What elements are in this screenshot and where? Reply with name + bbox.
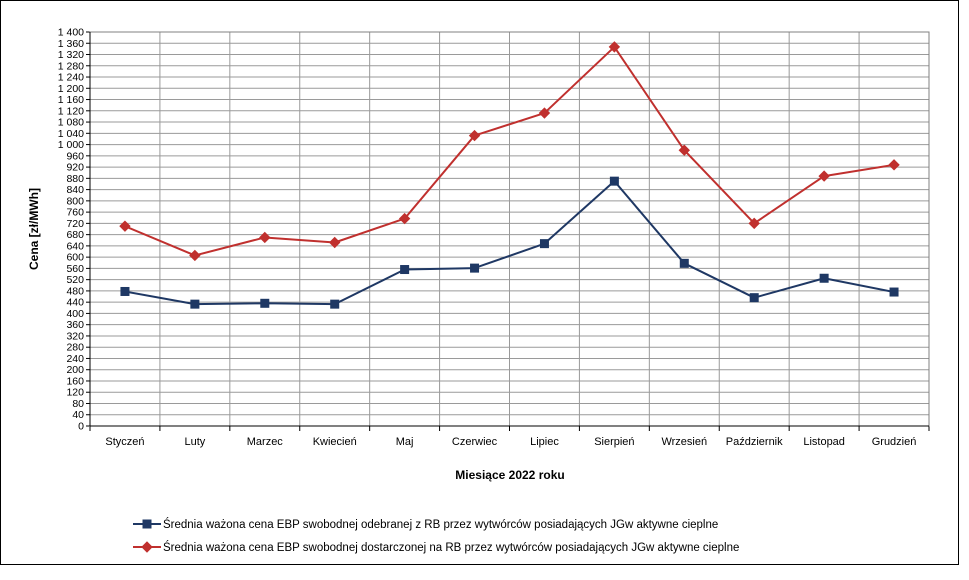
x-tick-label: Luty bbox=[184, 436, 205, 448]
x-tick-label: Sierpień bbox=[594, 436, 634, 448]
y-tick-label: 1 400 bbox=[58, 27, 84, 39]
data-point bbox=[398, 212, 411, 225]
x-tick-label: Grudzień bbox=[872, 436, 917, 448]
data-point bbox=[889, 287, 899, 297]
legend-marker bbox=[141, 541, 153, 553]
y-tick-label: 280 bbox=[66, 342, 84, 354]
data-point bbox=[329, 236, 341, 249]
legend-item: Średnia ważona cena EBP swobodnej odebra… bbox=[133, 518, 718, 531]
data-point bbox=[330, 299, 340, 309]
series-layer bbox=[119, 41, 900, 309]
x-tick-label: Listopad bbox=[803, 436, 845, 448]
series-2 bbox=[119, 41, 900, 262]
y-tick-label: 0 bbox=[78, 421, 84, 433]
series-line bbox=[124, 180, 895, 306]
x-tick-label: Styczeń bbox=[105, 436, 144, 448]
data-point bbox=[678, 144, 690, 156]
y-tick-label: 1 200 bbox=[58, 83, 84, 95]
y-tick-label: 760 bbox=[66, 207, 84, 219]
legend: Średnia ważona cena EBP swobodnej odebra… bbox=[133, 518, 739, 554]
data-point bbox=[120, 286, 130, 296]
y-tick-label: 640 bbox=[66, 240, 84, 252]
y-tick-label: 880 bbox=[66, 173, 84, 185]
data-point bbox=[259, 231, 271, 244]
y-tick-label: 200 bbox=[66, 364, 84, 376]
y-tick-label: 1 280 bbox=[58, 60, 84, 72]
data-point bbox=[538, 107, 551, 119]
y-tick-label: 400 bbox=[66, 308, 84, 320]
legend-marker bbox=[142, 519, 152, 529]
y-axis-label: Cena [zł/MWh] bbox=[27, 188, 41, 270]
y-tick-label: 720 bbox=[66, 218, 84, 230]
data-point bbox=[190, 299, 200, 309]
x-axis-label: Miesiące 2022 roku bbox=[455, 468, 564, 482]
data-point bbox=[748, 217, 760, 230]
data-point bbox=[608, 41, 621, 53]
axes bbox=[89, 31, 930, 427]
data-point bbox=[749, 293, 759, 303]
y-tick-label: 80 bbox=[72, 398, 84, 410]
y-tick-label: 520 bbox=[66, 274, 84, 286]
legend-label: Średnia ważona cena EBP swobodnej dostar… bbox=[163, 541, 739, 554]
series-1 bbox=[120, 176, 899, 309]
data-point bbox=[468, 129, 481, 142]
x-tick-label: Wrzesień bbox=[661, 436, 707, 448]
y-tick-label: 1 240 bbox=[58, 72, 84, 84]
y-tick-label: 1 120 bbox=[58, 105, 84, 117]
y-tick-label: 600 bbox=[66, 252, 84, 264]
data-point bbox=[818, 170, 830, 182]
x-tick-label: Kwiecień bbox=[313, 436, 357, 448]
data-point bbox=[609, 176, 619, 186]
y-tick-label: 840 bbox=[66, 184, 84, 196]
legend-label: Średnia ważona cena EBP swobodnej odebra… bbox=[163, 518, 718, 531]
y-tick-label: 40 bbox=[72, 409, 84, 421]
series-line bbox=[124, 45, 895, 257]
x-tick-label: Lipiec bbox=[530, 436, 559, 448]
y-tick-label: 1 320 bbox=[58, 49, 84, 61]
data-point bbox=[260, 298, 270, 308]
y-tick-label: 1 160 bbox=[58, 94, 84, 106]
data-point bbox=[189, 249, 201, 262]
data-point bbox=[400, 265, 410, 275]
y-tick-labels: 0408012016020024028032036040044048052056… bbox=[58, 27, 84, 433]
y-tick-label: 120 bbox=[66, 387, 84, 399]
x-tick-labels: Styczeń Luty Marzec Kwiecień Maj Czerwiec Lipi… bbox=[105, 436, 916, 448]
x-tick-label: Maj bbox=[396, 436, 414, 448]
y-tick-label: 480 bbox=[66, 285, 84, 297]
y-tick-label: 1 080 bbox=[58, 117, 84, 129]
y-tick-label: 920 bbox=[66, 162, 84, 174]
x-tick-label: Marzec bbox=[247, 436, 284, 448]
y-tick-label: 800 bbox=[66, 195, 84, 207]
y-tick-label: 440 bbox=[66, 297, 84, 309]
data-point bbox=[888, 159, 900, 171]
y-tick-label: 1 360 bbox=[58, 38, 84, 50]
data-point bbox=[470, 263, 480, 273]
y-tick-label: 680 bbox=[66, 229, 84, 241]
y-tick-label: 360 bbox=[66, 319, 84, 331]
data-point bbox=[539, 239, 549, 249]
data-point bbox=[679, 258, 689, 268]
x-tick-label: Czerwiec bbox=[452, 436, 498, 448]
legend-item: Średnia ważona cena EBP swobodnej dostar… bbox=[133, 541, 739, 554]
y-tick-label: 160 bbox=[66, 375, 84, 387]
grid-lines bbox=[86, 31, 930, 431]
y-tick-label: 960 bbox=[66, 150, 84, 162]
y-tick-label: 1 040 bbox=[58, 128, 84, 140]
data-point bbox=[819, 273, 829, 283]
data-point bbox=[119, 220, 131, 232]
y-tick-label: 1 000 bbox=[58, 139, 84, 151]
y-tick-label: 320 bbox=[66, 330, 84, 342]
y-tick-label: 560 bbox=[66, 263, 84, 275]
x-tick-label: Październik bbox=[726, 436, 783, 448]
y-tick-label: 240 bbox=[66, 353, 84, 365]
